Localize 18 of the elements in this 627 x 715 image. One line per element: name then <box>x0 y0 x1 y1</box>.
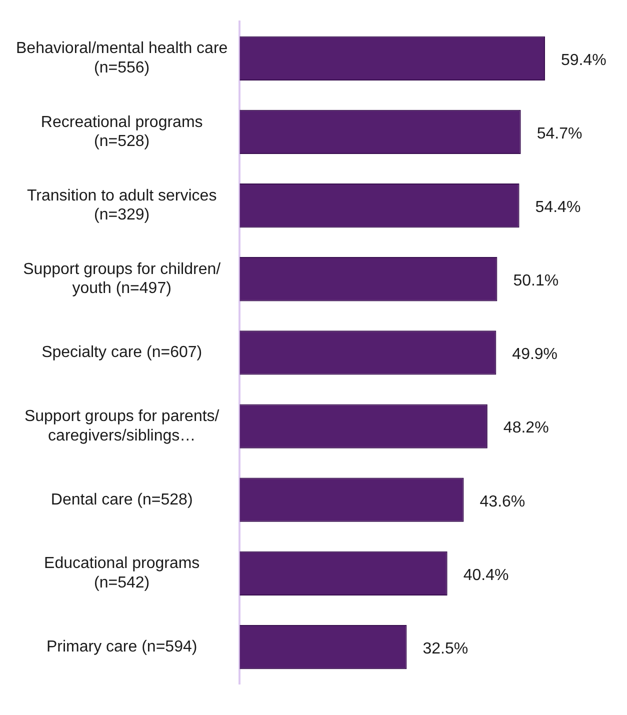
y-tick-label: Educational programs (n=542) <box>44 555 200 592</box>
y-tick-label: Specialty care (n=607) <box>42 344 202 362</box>
y-tick-label: Support groups for parents/caregivers/siblings… <box>24 408 220 444</box>
data-label: 54.7% <box>536 125 582 142</box>
data-label: 54.4% <box>535 198 581 216</box>
y-tick-label: Behavioral/mental health care (n=556) <box>16 40 228 76</box>
y-tick-label: Recreational programs (n=528) <box>40 114 203 150</box>
y-tick-label: Dental care (n=528) <box>50 491 193 508</box>
data-label: 59.4% <box>561 52 606 69</box>
data-label: 40.4% <box>463 566 509 584</box>
y-tick-label: Transition to adult services (n=329) <box>26 187 217 224</box>
y-tick-label: Primary care (n=594) <box>46 638 198 656</box>
data-label: 49.9% <box>512 346 558 364</box>
y-tick-label: Support groups for children/youth (n=497) <box>23 260 222 298</box>
data-label: 32.5% <box>422 640 468 658</box>
data-label: 43.6% <box>480 493 526 510</box>
data-label: 48.2% <box>503 420 549 437</box>
data-label: 50.1% <box>513 272 559 290</box>
